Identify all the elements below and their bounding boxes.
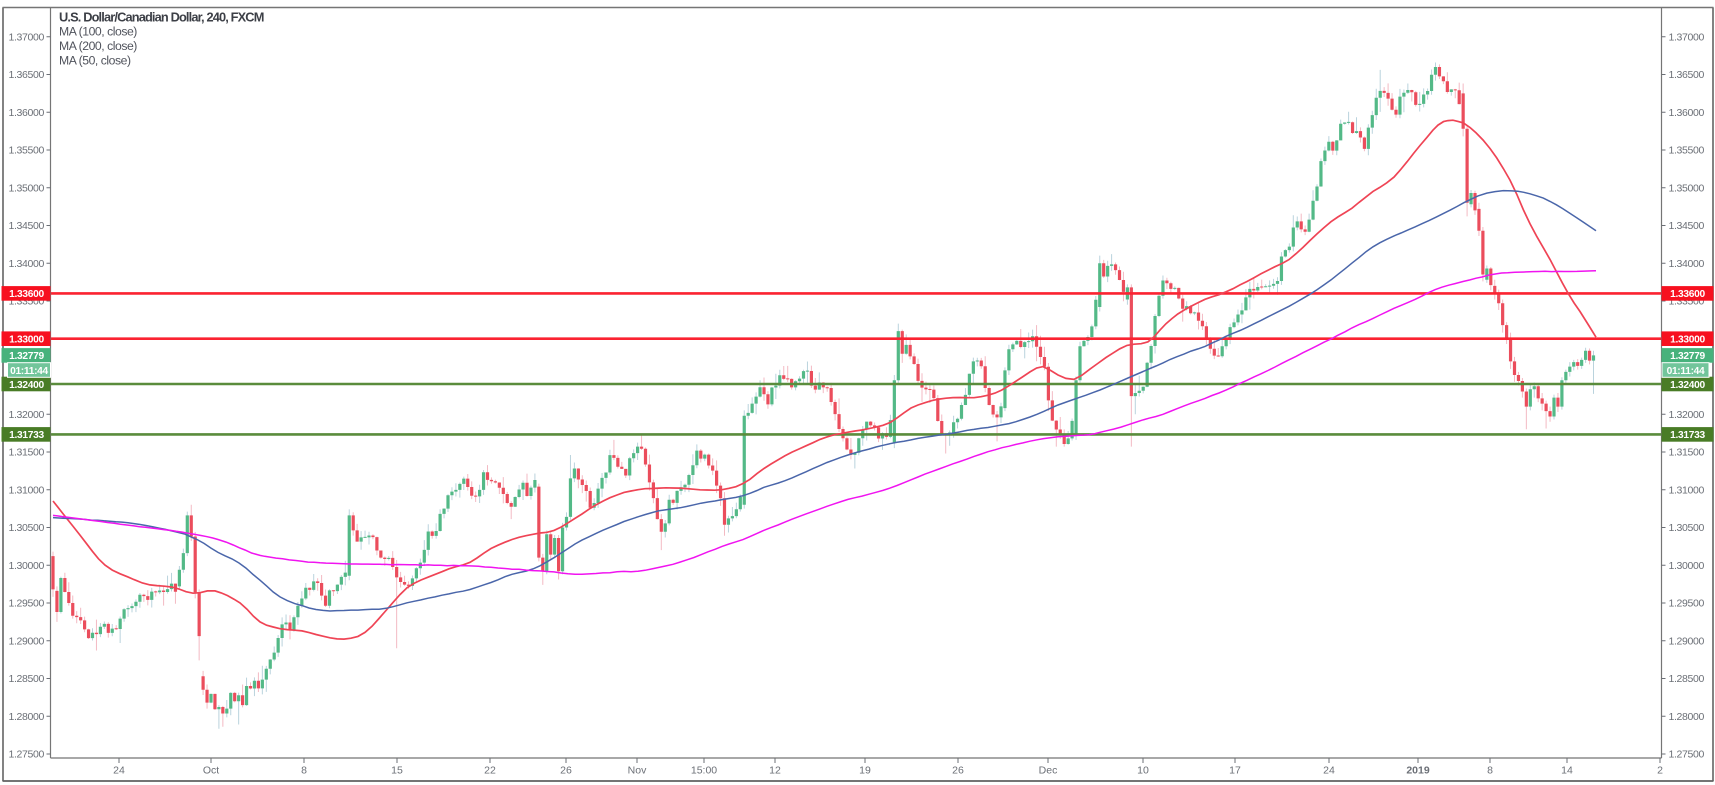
svg-text:1.36500: 1.36500	[8, 69, 44, 81]
svg-text:1.30500: 1.30500	[8, 522, 44, 534]
svg-text:1.27500: 1.27500	[8, 749, 44, 761]
svg-text:1.32400: 1.32400	[9, 380, 44, 391]
svg-text:1.36000: 1.36000	[1669, 107, 1705, 119]
svg-text:1.29000: 1.29000	[8, 635, 44, 647]
svg-text:1.30000: 1.30000	[8, 560, 44, 572]
svg-text:24: 24	[1323, 765, 1335, 777]
svg-text:1.33000: 1.33000	[1670, 335, 1705, 346]
svg-text:1.28000: 1.28000	[8, 711, 44, 723]
svg-text:1.30500: 1.30500	[1669, 522, 1705, 534]
svg-text:1.28000: 1.28000	[1669, 711, 1705, 723]
svg-text:1.31500: 1.31500	[1669, 447, 1705, 459]
svg-text:Dec: Dec	[1039, 765, 1058, 777]
svg-text:MA (50, close): MA (50, close)	[59, 54, 131, 68]
svg-text:1.36500: 1.36500	[1669, 69, 1705, 81]
svg-text:1.34000: 1.34000	[1669, 258, 1705, 270]
svg-text:1.37000: 1.37000	[1669, 31, 1705, 43]
svg-text:1.30000: 1.30000	[1669, 560, 1705, 572]
svg-text:1.31500: 1.31500	[8, 447, 44, 459]
svg-text:26: 26	[952, 765, 964, 777]
svg-text:1.34500: 1.34500	[1669, 220, 1705, 232]
svg-text:U.S. Dollar/Canadian Dollar, 2: U.S. Dollar/Canadian Dollar, 240, FXCM	[59, 10, 264, 25]
svg-text:1.31000: 1.31000	[1669, 484, 1705, 496]
svg-text:1.28500: 1.28500	[1669, 673, 1705, 685]
svg-text:1.37000: 1.37000	[8, 31, 44, 43]
svg-text:19: 19	[859, 765, 871, 777]
svg-text:1.29000: 1.29000	[1669, 635, 1705, 647]
svg-text:14: 14	[1561, 765, 1573, 777]
svg-text:01:11:44: 01:11:44	[10, 366, 48, 377]
svg-text:1.29500: 1.29500	[8, 598, 44, 610]
svg-text:24: 24	[113, 765, 125, 777]
svg-text:1.34500: 1.34500	[8, 220, 44, 232]
svg-text:15: 15	[391, 765, 403, 777]
svg-text:1.36000: 1.36000	[8, 107, 44, 119]
svg-text:1.31000: 1.31000	[8, 484, 44, 496]
svg-text:1.32400: 1.32400	[1670, 380, 1705, 391]
svg-text:MA (100, close): MA (100, close)	[59, 25, 137, 39]
svg-text:1.33000: 1.33000	[9, 335, 44, 346]
svg-text:10: 10	[1137, 765, 1149, 777]
svg-text:1.32000: 1.32000	[1669, 409, 1705, 421]
svg-text:1.29500: 1.29500	[1669, 598, 1705, 610]
svg-text:1.33600: 1.33600	[1670, 289, 1705, 300]
svg-text:17: 17	[1229, 765, 1241, 777]
svg-text:1.32779: 1.32779	[1670, 351, 1705, 362]
svg-text:Oct: Oct	[203, 765, 219, 777]
svg-text:Nov: Nov	[628, 765, 647, 777]
svg-text:1.32000: 1.32000	[8, 409, 44, 421]
svg-text:12: 12	[769, 765, 781, 777]
svg-text:1.35000: 1.35000	[1669, 182, 1705, 194]
svg-text:1.34000: 1.34000	[8, 258, 44, 270]
svg-text:1.35000: 1.35000	[8, 182, 44, 194]
svg-text:26: 26	[560, 765, 572, 777]
svg-text:22: 22	[484, 765, 496, 777]
svg-text:MA (200, close): MA (200, close)	[59, 39, 137, 53]
svg-text:2: 2	[1657, 765, 1663, 777]
svg-text:1.31733: 1.31733	[1670, 430, 1705, 441]
svg-text:1.35500: 1.35500	[1669, 145, 1705, 157]
svg-text:1.32779: 1.32779	[9, 351, 44, 362]
svg-text:1.35500: 1.35500	[8, 145, 44, 157]
svg-text:2019: 2019	[1406, 765, 1430, 777]
svg-text:8: 8	[301, 765, 307, 777]
svg-text:8: 8	[1487, 765, 1493, 777]
svg-text:01:11:44: 01:11:44	[1667, 366, 1705, 377]
svg-text:1.28500: 1.28500	[8, 673, 44, 685]
svg-text:1.31733: 1.31733	[9, 430, 44, 441]
svg-text:15:00: 15:00	[691, 765, 717, 777]
svg-text:1.27500: 1.27500	[1669, 749, 1705, 761]
svg-text:1.33600: 1.33600	[9, 289, 44, 300]
